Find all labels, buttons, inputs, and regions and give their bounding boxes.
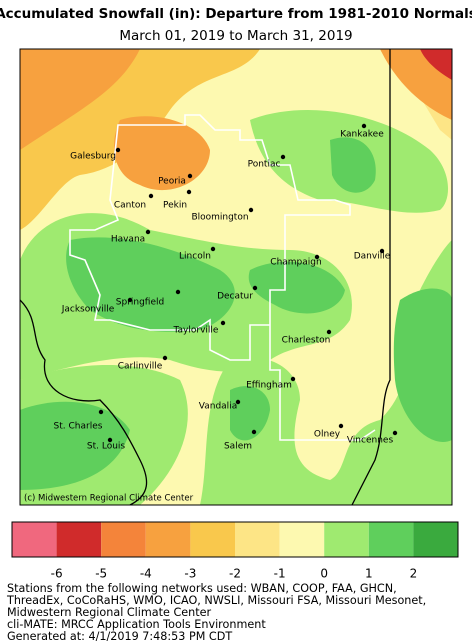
city-dot — [361, 123, 367, 129]
legend-swatch — [368, 522, 414, 557]
legend-swatch — [324, 522, 369, 557]
legend-swatch — [235, 522, 280, 557]
cities: Galesburg Kankakee Pontiac Peoria Canton Peki… — [54, 123, 398, 452]
city-label: Decatur — [217, 292, 253, 302]
field — [230, 386, 270, 441]
city-dot — [186, 189, 192, 195]
field — [330, 137, 376, 193]
footer-line: ThreadEx, CoCoRaHS, WMO, ICAO, NWSLI, Mi… — [6, 594, 426, 607]
credit: (c) Midwestern Regional Climate Center — [24, 494, 194, 504]
city-dot — [210, 246, 216, 252]
city-label: Vandalia — [199, 402, 237, 412]
footer-line: Stations from the following networks use… — [7, 582, 397, 595]
city-label: Springfield — [116, 298, 164, 308]
city-dot — [220, 320, 226, 326]
legend: -6 -5 -4 -3 -2 -1 0 1 2 — [11, 521, 459, 581]
field — [393, 288, 452, 442]
city-dot — [280, 154, 286, 160]
city-label: Carlinville — [118, 362, 163, 372]
city-label: Pekin — [163, 201, 187, 211]
city-label: Olney — [314, 430, 341, 440]
legend-tick-label: 1 — [365, 567, 373, 581]
city-label: Canton — [114, 201, 146, 211]
legend-tick-label: -5 — [95, 567, 107, 581]
legend-swatch — [145, 522, 191, 557]
legend-tick-label: -3 — [184, 567, 196, 581]
footer: Stations from the following networks use… — [6, 582, 426, 643]
city-dot — [290, 376, 296, 382]
city-dot — [252, 285, 258, 291]
city-label: Kankakee — [340, 130, 384, 140]
city-dot — [326, 329, 332, 335]
map-frame — [19, 48, 453, 506]
city-dot — [175, 289, 181, 295]
legend-tick-label: -4 — [140, 567, 152, 581]
legend-tick-label: -2 — [229, 567, 241, 581]
legend-swatch — [12, 522, 57, 557]
legend-swatch — [56, 522, 102, 557]
city-dot — [127, 297, 133, 303]
city-dot — [115, 147, 121, 153]
city-dot — [338, 423, 344, 429]
legend-tick-label: -6 — [51, 567, 63, 581]
field — [66, 237, 235, 332]
city-dot — [145, 229, 151, 235]
map: (c) Midwestern Regional Climate Center — [19, 48, 453, 506]
city-label: Bloomington — [191, 213, 248, 223]
field — [114, 116, 210, 191]
legend-tick-label: -1 — [274, 567, 286, 581]
city-label: Effingham — [246, 381, 292, 391]
city-dot — [162, 355, 168, 361]
field — [20, 49, 140, 150]
footer-line: cli-MATE: MRCC Application Tools Environ… — [7, 618, 266, 631]
city-label: Havana — [111, 235, 145, 245]
division-border — [69, 114, 376, 441]
field — [420, 49, 452, 80]
city-dot — [187, 173, 193, 179]
city-label: St. Charles — [54, 422, 103, 432]
subtitle: March 01, 2019 to March 31, 2019 — [119, 28, 352, 44]
city-label: Peoria — [158, 177, 186, 187]
city-dot — [392, 430, 398, 436]
city-label: Jacksonville — [61, 305, 115, 315]
city-label: Vincennes — [347, 436, 394, 446]
field — [200, 240, 452, 505]
city-label: St. Louis — [87, 442, 126, 452]
city-label: Danville — [354, 252, 391, 262]
field — [20, 401, 130, 490]
city-dot — [98, 409, 104, 415]
city-label: Galesburg — [70, 152, 116, 162]
field — [248, 261, 345, 314]
legend-tick-label: 2 — [410, 567, 418, 581]
state-border — [20, 299, 148, 505]
city-dot — [251, 429, 257, 435]
city-dot — [107, 437, 113, 443]
city-label: Champaign — [270, 258, 321, 268]
legend-swatch — [413, 522, 458, 557]
city-dot — [314, 254, 320, 260]
legend-swatch — [190, 522, 235, 557]
title: Accumulated Snowfall (in): Departure fro… — [0, 6, 472, 22]
city-dot — [379, 248, 385, 254]
city-label: Charleston — [282, 336, 331, 346]
city-label: Lincoln — [179, 252, 211, 262]
footer-line: Midwestern Regional Climate Center — [7, 606, 212, 619]
city-label: Pontiac — [248, 160, 281, 170]
legend-swatch — [279, 522, 325, 557]
city-dot — [235, 399, 241, 405]
footer-line: Generated at: 4/1/2019 7:48:53 PM CDT — [7, 630, 232, 643]
city-dot — [248, 207, 254, 213]
legend-tick-label: 0 — [320, 567, 328, 581]
city-label: Salem — [224, 442, 252, 452]
legend-swatch — [101, 522, 146, 557]
city-dot — [148, 193, 154, 199]
legend-frame — [11, 521, 459, 558]
state-border — [351, 49, 391, 505]
city-label: Taylorville — [173, 326, 219, 336]
